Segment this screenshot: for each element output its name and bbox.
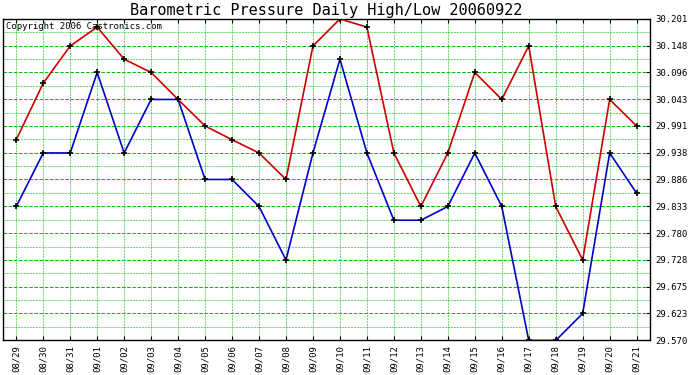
Title: Barometric Pressure Daily High/Low 20060922: Barometric Pressure Daily High/Low 20060… <box>130 3 522 18</box>
Text: Copyright 2006 Castronics.com: Copyright 2006 Castronics.com <box>6 22 162 31</box>
